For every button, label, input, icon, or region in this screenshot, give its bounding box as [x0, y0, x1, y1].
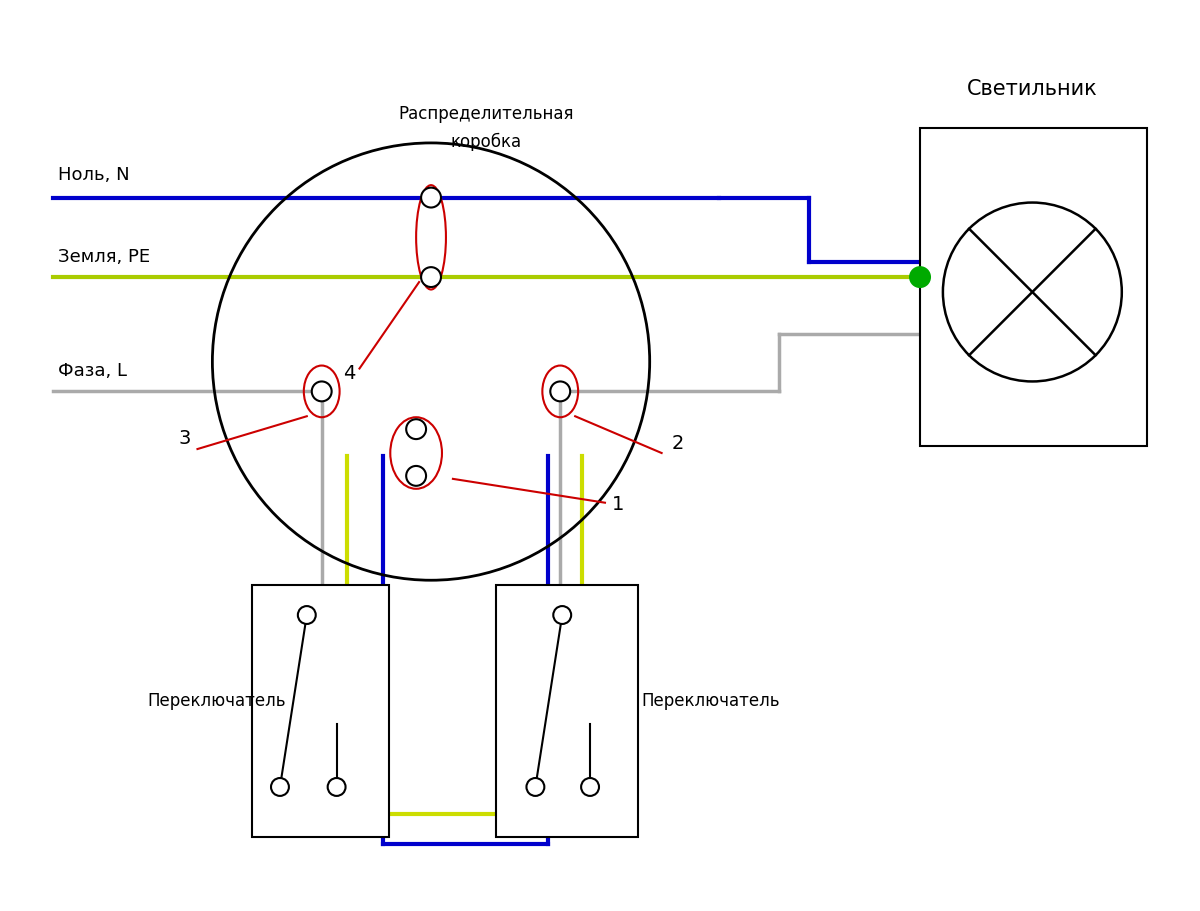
Circle shape [421, 189, 440, 209]
Text: Фаза, L: Фаза, L [59, 362, 127, 380]
Circle shape [553, 607, 571, 624]
Text: Распределительная: Распределительная [398, 105, 574, 123]
Circle shape [551, 382, 570, 402]
Circle shape [527, 778, 545, 796]
Text: Переключатель: Переключатель [642, 691, 780, 709]
FancyBboxPatch shape [496, 586, 637, 836]
Text: Земля, PE: Земля, PE [59, 248, 150, 266]
Circle shape [406, 466, 426, 486]
Circle shape [421, 268, 440, 288]
Text: 3: 3 [179, 428, 191, 447]
Circle shape [910, 268, 930, 288]
FancyBboxPatch shape [920, 128, 1147, 446]
Circle shape [581, 778, 599, 796]
Circle shape [328, 778, 346, 796]
Circle shape [406, 420, 426, 440]
Circle shape [312, 382, 331, 402]
FancyBboxPatch shape [252, 586, 389, 836]
Text: коробка: коробка [450, 133, 521, 151]
Text: Светильник: Светильник [967, 79, 1098, 99]
Circle shape [298, 607, 316, 624]
Text: 1: 1 [612, 494, 624, 513]
Text: Ноль, N: Ноль, N [59, 166, 130, 183]
Circle shape [271, 778, 289, 796]
Text: 4: 4 [343, 364, 355, 383]
Text: Переключатель: Переключатель [148, 691, 287, 709]
Text: 2: 2 [671, 434, 684, 453]
